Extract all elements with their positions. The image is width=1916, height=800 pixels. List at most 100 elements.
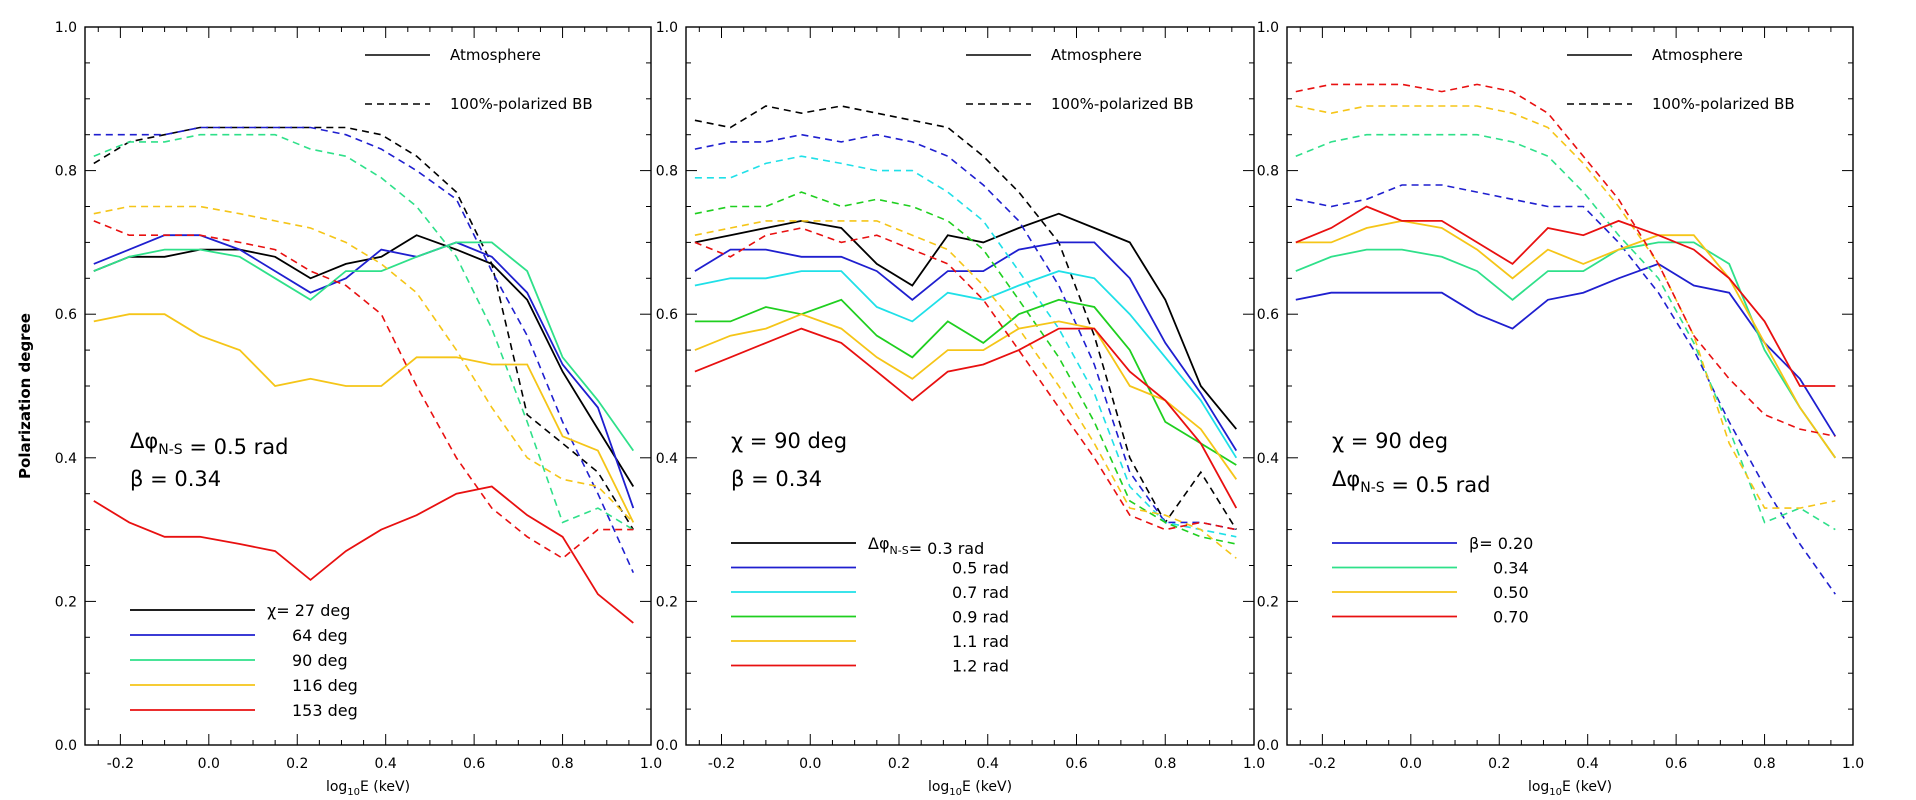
x-tick-label: 0.0	[1400, 756, 1422, 772]
legend-label: 64 deg	[292, 626, 348, 645]
legend-label: 1.1 rad	[952, 632, 1009, 651]
series-dashed-1.2-rad	[694, 227, 1237, 531]
series-solid-0.20	[1295, 262, 1837, 437]
legend-label: 0.5 rad	[952, 559, 1009, 578]
series-solid-0.70	[1295, 205, 1836, 387]
x-tick-label: 0.6	[463, 756, 485, 772]
y-tick-label: 0.2	[55, 594, 77, 610]
style-legend-solid-label: Atmosphere	[1051, 46, 1142, 64]
y-tick-label: 0.4	[656, 451, 678, 467]
series-group	[93, 126, 635, 624]
series-dashed-0.34	[1295, 133, 1836, 531]
x-tick-label: 0.4	[977, 756, 999, 772]
style-legend-solid-label: Atmosphere	[1652, 46, 1743, 64]
series-dashed-64-deg	[93, 126, 635, 574]
series-dashed-0.9-rad	[694, 191, 1237, 545]
legend-label: 116 deg	[292, 676, 358, 695]
x-tick-label: -0.2	[708, 756, 735, 772]
y-tick-label: 0.4	[1257, 451, 1279, 467]
color-legend: χ= 27 deg 64 deg 90 deg 116 deg 153 deg	[130, 601, 358, 720]
panel-middle: 0.0 0.2 0.4 0.6 0.8 1.0 -0.2 0.0 0.2 0.4 0.6 0.8 1.0…	[656, 20, 1265, 798]
series-solid-0.5-rad	[694, 241, 1238, 452]
y-tick-label: 1.0	[656, 20, 678, 36]
y-tick-label: 0.0	[1257, 738, 1279, 754]
y-tick-label: 0.6	[656, 307, 678, 323]
x-tick-label: 1.0	[1842, 756, 1864, 772]
x-tick-label: 0.8	[551, 756, 573, 772]
annotation-line: χ = 90 deg	[731, 429, 847, 453]
y-tick-label: 1.0	[1257, 20, 1279, 36]
legend-label: 0.7 rad	[952, 583, 1009, 602]
annotation-line: β = 0.34	[731, 467, 822, 491]
series-solid-64-deg	[93, 234, 635, 509]
series-dashed-0.20	[1295, 184, 1836, 595]
series-solid-27-deg	[93, 234, 635, 487]
annotation-line: ΔφN-S = 0.5 rad	[130, 429, 289, 459]
x-axis-label: log10E (keV)	[1528, 779, 1612, 798]
y-tick-label: 0.8	[1257, 164, 1279, 180]
x-tick-label: 0.4	[1577, 756, 1599, 772]
legend-label: 1.2 rad	[952, 657, 1009, 676]
x-tick-label: 0.6	[1665, 756, 1687, 772]
annotation-line: ΔφN-S = 0.5 rad	[1332, 467, 1491, 497]
x-tick-label: 1.0	[1243, 756, 1265, 772]
series-solid-1.1-rad	[694, 313, 1238, 480]
series-dashed-116-deg	[93, 205, 634, 523]
series-dashed-153-deg	[93, 220, 634, 560]
series-dashed-0.5-rad	[694, 133, 1237, 531]
x-axis-label: log10E (keV)	[326, 779, 410, 798]
legend-label: 0.50	[1493, 583, 1529, 602]
series-dashed-0.3-rad	[694, 105, 1237, 531]
annotation-line: β = 0.34	[130, 467, 221, 491]
y-tick-label: 0.2	[656, 594, 678, 610]
series-dashed-90-deg	[93, 133, 634, 531]
y-tick-label: 0.8	[656, 164, 678, 180]
plot-frame	[1286, 26, 1854, 746]
legend-title: ΔφN-S= 0.3 rad	[868, 534, 984, 558]
x-axis-label: log10E (keV)	[928, 779, 1012, 798]
panels: 0.0 0.2 0.4 0.6 0.8 1.0 -0.2 0.0 0.2 0.4 0.6 0.8 1.0…	[55, 20, 1864, 798]
x-tick-label: 0.0	[198, 756, 220, 772]
legend-label: 90 deg	[292, 651, 348, 670]
y-axis-label: Polarization degree	[16, 313, 34, 479]
x-tick-label: 0.0	[799, 756, 821, 772]
series-dashed-1.1-rad	[694, 220, 1237, 559]
y-tick-label: 0.0	[55, 738, 77, 754]
y-tick-label: 0.4	[55, 451, 77, 467]
x-tick-label: 0.8	[1154, 756, 1176, 772]
series-solid-1.2-rad	[694, 327, 1238, 509]
legend-label: 0.34	[1493, 559, 1529, 578]
y-tick-label: 0.0	[656, 738, 678, 754]
y-tick-label: 0.6	[55, 307, 77, 323]
x-tick-label: -0.2	[107, 756, 134, 772]
color-legend: β= 0.20 0.34 0.50 0.70	[1332, 534, 1533, 627]
legend-label: 153 deg	[292, 701, 358, 720]
style-legend-dashed-label: 100%-polarized BB	[450, 95, 593, 113]
series-solid-0.50	[1295, 219, 1837, 459]
x-tick-label: 0.4	[375, 756, 397, 772]
x-tick-label: -0.2	[1309, 756, 1336, 772]
x-tick-label: 1.0	[640, 756, 662, 772]
style-legend-solid-label: Atmosphere	[450, 46, 541, 64]
style-legend-dashed-label: 100%-polarized BB	[1652, 95, 1795, 113]
series-solid-0.7-rad	[694, 270, 1238, 459]
series-solid-153-deg	[93, 485, 634, 624]
style-legend-dashed-label: 100%-polarized BB	[1051, 95, 1194, 113]
series-dashed-27-deg	[93, 126, 634, 531]
legend-title: β= 0.20	[1469, 534, 1533, 553]
x-tick-label: 0.8	[1753, 756, 1775, 772]
panel-left: 0.0 0.2 0.4 0.6 0.8 1.0 -0.2 0.0 0.2 0.4 0.6 0.8 1.0…	[55, 20, 662, 798]
x-tick-label: 0.2	[888, 756, 910, 772]
series-group	[694, 105, 1238, 559]
y-tick-label: 1.0	[55, 20, 77, 36]
x-tick-label: 0.6	[1065, 756, 1087, 772]
annotation-line: χ = 90 deg	[1332, 429, 1448, 453]
y-tick-label: 0.6	[1257, 307, 1279, 323]
x-tick-label: 0.2	[286, 756, 308, 772]
series-dashed-0.50	[1295, 105, 1836, 509]
legend-label: 0.70	[1493, 608, 1529, 627]
series-group	[1295, 83, 1837, 595]
series-solid-116-deg	[93, 313, 635, 523]
